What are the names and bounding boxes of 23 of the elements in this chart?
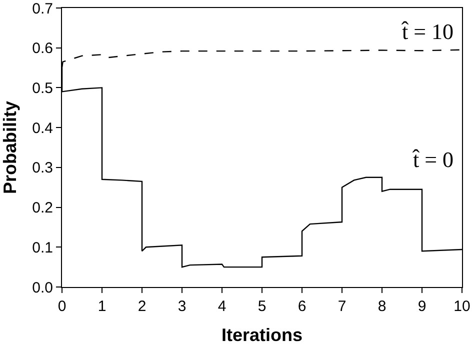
x-tick-label: 0 xyxy=(58,298,66,315)
series-label: t̂ = 10 xyxy=(401,19,454,44)
x-tick-label: 6 xyxy=(298,298,306,315)
x-axis-title: Iterations xyxy=(221,325,303,345)
y-tick-label: 0.3 xyxy=(32,160,53,177)
series-label: t̂ = 0 xyxy=(412,147,454,172)
x-tick-label: 2 xyxy=(138,298,146,315)
x-tick-label: 3 xyxy=(178,298,186,315)
x-tick-label: 7 xyxy=(338,298,346,315)
y-tick-label: 0.5 xyxy=(32,80,53,97)
x-tick-label: 8 xyxy=(378,298,386,315)
y-tick-label: 0.0 xyxy=(32,279,53,296)
x-tick-label: 5 xyxy=(258,298,266,315)
y-tick-label: 0.1 xyxy=(32,239,53,256)
y-tick-label: 0.6 xyxy=(32,40,53,58)
y-axis-title: Probability xyxy=(0,100,20,194)
x-tick-label: 10 xyxy=(454,298,470,315)
y-tick-label: 0.2 xyxy=(32,200,53,217)
x-tick-label: 1 xyxy=(98,298,106,315)
x-tick-label: 4 xyxy=(218,298,226,315)
y-tick-label: 0.4 xyxy=(32,120,53,137)
x-tick-label: 9 xyxy=(418,298,426,315)
y-tick-label: 0.7 xyxy=(32,0,53,18)
